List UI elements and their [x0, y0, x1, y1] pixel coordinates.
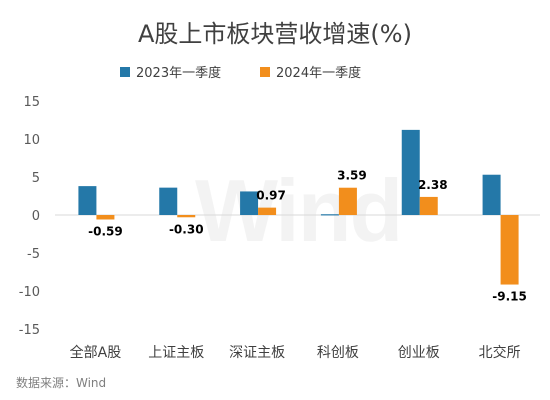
bar-1-1 [78, 186, 97, 215]
data-label: -0.59 [88, 224, 123, 238]
bar-2-4 [338, 187, 357, 215]
bar-2-2 [177, 215, 196, 218]
data-label: 3.59 [337, 169, 367, 183]
legend-label-1: 2023年一季度 [136, 65, 221, 81]
bar-1-5 [401, 129, 420, 215]
bar-1-2 [159, 187, 178, 215]
x-tick-label: 创业板 [398, 345, 440, 361]
source-note: 数据来源：Wind [16, 375, 106, 390]
bar-1-3 [240, 191, 259, 215]
y-tick-label: -15 [19, 323, 40, 338]
legend-label-2: 2024年一季度 [276, 65, 361, 81]
bar-1-4 [320, 214, 339, 216]
x-tick-label: 全部A股 [70, 344, 122, 361]
x-tick-label: 上证主板 [148, 345, 204, 361]
x-tick-label: 北交所 [479, 344, 521, 361]
chart-title: A股上市板块营收增速(%) [138, 20, 412, 48]
x-tick-label: 科创板 [317, 345, 359, 361]
x-tick-label: 深证主板 [229, 345, 285, 361]
legend-swatch-1 [120, 67, 130, 77]
bar-2-1 [96, 215, 115, 220]
legend-swatch-2 [260, 67, 270, 77]
data-label: -0.30 [169, 222, 204, 236]
y-tick-label: 5 [32, 171, 40, 186]
y-tick-label: 0 [32, 209, 40, 224]
data-label: -9.15 [492, 290, 527, 304]
bar-1-6 [482, 174, 501, 215]
bar-2-3 [258, 207, 277, 215]
data-label: 0.97 [256, 189, 286, 203]
y-tick-label: 15 [23, 95, 40, 110]
wind-watermark: Wind [195, 160, 403, 262]
bar-2-5 [419, 196, 438, 215]
bar-2-6 [500, 215, 519, 285]
y-tick-label: 10 [23, 133, 40, 148]
y-tick-label: -10 [19, 285, 40, 300]
data-label: 2.38 [418, 178, 448, 192]
y-tick-label: -5 [27, 247, 40, 262]
